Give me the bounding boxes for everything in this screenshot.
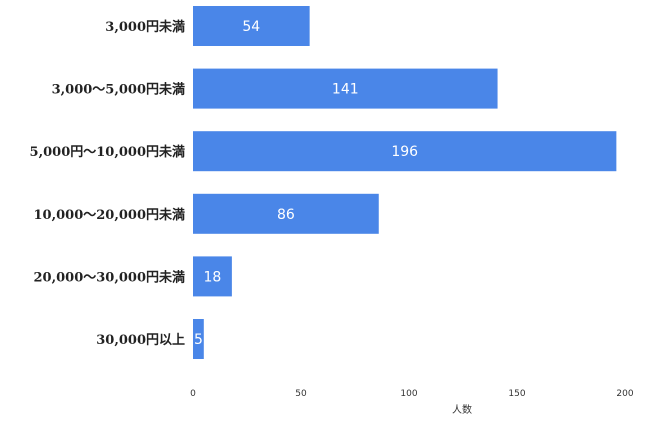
category-labels: 3,000円未満 3,000〜5,000円未満 5,000円〜10,000円未満 10…: [30, 19, 185, 348]
category-label: 30,000円以上: [96, 333, 185, 348]
bar-data-label: 141: [332, 82, 359, 98]
bar: [193, 256, 232, 297]
x-axis-ticks: 0 50 100 150 200: [190, 389, 634, 399]
category-label: 3,000円未満: [105, 19, 185, 35]
bar: [193, 6, 310, 46]
bar-data-label: 86: [277, 207, 295, 223]
bar-data-label: 5: [194, 332, 203, 348]
bar: [193, 319, 204, 359]
bar: [193, 68, 498, 109]
x-tick-label: 150: [508, 389, 525, 399]
x-tick-label: 200: [616, 389, 633, 399]
x-axis-title: 人数: [452, 403, 472, 416]
bar: [193, 193, 379, 234]
x-tick-label: 50: [295, 389, 307, 399]
category-label: 20,000〜30,000円未満: [33, 269, 185, 285]
bar-data-label: 196: [391, 144, 418, 160]
bar-data-label: 54: [242, 19, 260, 35]
category-label: 3,000〜5,000円未満: [52, 82, 185, 98]
category-label: 10,000〜20,000円未満: [33, 207, 185, 223]
x-tick-label: 100: [400, 389, 417, 399]
bars-layer: 54 141 196 86 18 5: [193, 6, 617, 359]
bar: [193, 131, 617, 172]
category-label: 5,000円〜10,000円未満: [30, 144, 185, 160]
x-tick-label: 0: [190, 389, 196, 399]
bar-data-label: 18: [204, 269, 222, 285]
